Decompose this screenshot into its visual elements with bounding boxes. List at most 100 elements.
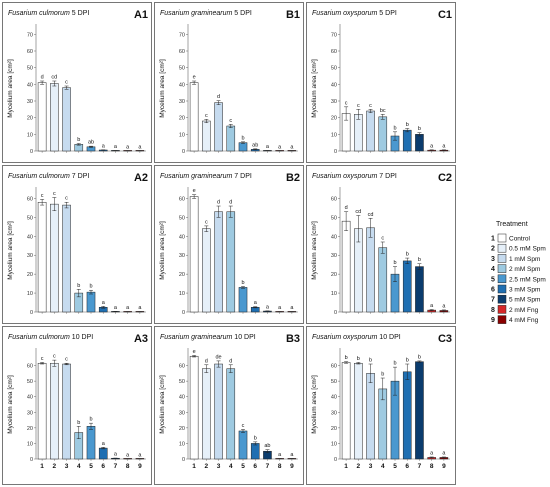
- y-tick-label-a1: 40: [27, 82, 33, 88]
- panel-species-c1: Fusarium oxysporum: [312, 10, 378, 17]
- sig-letter-a1-8: a: [126, 144, 130, 150]
- sig-letter-a3-5: b: [89, 417, 92, 423]
- y-tick-label-b3: 0: [182, 457, 185, 463]
- legend-label-3: 1 mM Spm: [509, 256, 540, 263]
- legend-swatch-5: [497, 274, 507, 284]
- sig-letter-c2-8: a: [430, 303, 434, 309]
- legend-swatch-6: [497, 284, 507, 294]
- legend-num-6: 6: [491, 287, 495, 294]
- sig-letter-b3-2: d: [205, 358, 208, 364]
- y-tick-label-b2: 30: [179, 253, 185, 259]
- y-axis-label-c2: Mycelium area [cm²]: [311, 221, 318, 280]
- x-tick-label-a3: 8: [126, 463, 130, 470]
- y-tick-label-c1: 0: [334, 149, 337, 155]
- panel-species-b3: Fusarium graminearum: [160, 334, 233, 341]
- y-tick-label-c1: 10: [331, 132, 337, 138]
- x-tick-label-b3: 4: [229, 463, 233, 470]
- sig-letter-a3-2: c: [53, 354, 56, 360]
- y-tick-label-a3: 40: [27, 395, 33, 401]
- sig-letter-c2-7: b: [418, 257, 421, 263]
- y-tick-label-a2: 10: [27, 291, 33, 297]
- sig-letter-b1-5: b: [241, 135, 244, 141]
- legend-swatch-2: [497, 243, 507, 253]
- sig-letter-c2-9: a: [442, 303, 446, 309]
- y-tick-label-b1: 20: [179, 116, 185, 122]
- panel-species-a1: Fusarium culmorum: [8, 10, 70, 17]
- y-tick-label-c1: 60: [331, 49, 337, 55]
- sig-letter-a2-9: a: [138, 305, 142, 311]
- bar-c2-4: [378, 247, 388, 313]
- y-tick-label-a3: 20: [27, 426, 33, 432]
- sig-letter-a3-8: a: [126, 452, 130, 458]
- panel-dpi-a3: 10 DPI: [70, 334, 93, 341]
- bar-b1-2: [202, 120, 211, 152]
- y-axis-label-b2: Mycelium area [cm²]: [159, 221, 166, 280]
- x-tick-label-a3: 5: [89, 463, 93, 470]
- x-tick-label-b3: 7: [266, 463, 270, 470]
- legend-label-7: 5 mM Spm: [509, 297, 540, 304]
- x-tick-label-b3: 2: [205, 463, 209, 470]
- y-tick-label-c2: 10: [331, 291, 337, 297]
- sig-letter-a2-7: a: [114, 305, 118, 311]
- sig-letter-c3-9: a: [442, 450, 446, 456]
- y-tick-label-c3: 10: [331, 441, 337, 447]
- x-tick-label-c3: 5: [393, 463, 397, 470]
- sig-letter-b3-1: e: [193, 349, 196, 355]
- sig-letter-b1-7: a: [266, 144, 270, 150]
- panel-title-c1: Fusarium oxysporum 5 DPI: [312, 10, 397, 17]
- sig-letter-b1-4: c: [229, 118, 232, 124]
- sig-letter-b3-9: a: [290, 452, 294, 458]
- x-tick-label-c3: 7: [418, 463, 422, 470]
- sig-letter-b2-1: e: [193, 188, 196, 194]
- y-axis-label-b3: Mycelium area [cm²]: [159, 375, 166, 434]
- panel-frame-a3: [2, 326, 152, 485]
- y-axis-label-a1: Mycelium area [cm²]: [7, 59, 14, 118]
- legend-label-8: 2 mM Fng: [509, 307, 539, 314]
- panel-dpi-a1: 5 DPI: [70, 10, 90, 17]
- bar-b2-2: [202, 228, 211, 313]
- y-tick-label-c3: 60: [331, 364, 337, 370]
- bar-b2-4: [226, 211, 236, 313]
- y-axis-label-c1: Mycelium area [cm²]: [311, 59, 318, 118]
- y-tick-label-a2: 30: [27, 253, 33, 259]
- sig-letter-a1-7: a: [114, 144, 118, 150]
- sig-letter-b1-8: a: [278, 144, 282, 150]
- panel-title-c2: Fusarium oxysporum 7 DPI: [312, 173, 397, 180]
- bar-c1-3: [366, 110, 375, 152]
- y-tick-label-b2: 0: [182, 310, 185, 316]
- legend-num-1: 1: [491, 236, 495, 243]
- bar-b1-3: [214, 102, 223, 152]
- y-tick-label-c2: 60: [331, 196, 337, 202]
- x-tick-label-a3: 4: [77, 463, 81, 470]
- panel-title-b3: Fusarium graminearum 10 DPI: [160, 334, 256, 341]
- x-tick-label-b3: 9: [290, 463, 294, 470]
- x-tick-label-a3: 1: [40, 463, 44, 470]
- sig-letter-c2-2: cd: [355, 209, 361, 215]
- y-tick-label-a1: 30: [27, 99, 33, 105]
- panel-dpi-b3: 10 DPI: [232, 334, 255, 341]
- panel-title-b2: Fusarium graminearum 7 DPI: [160, 173, 252, 180]
- sig-letter-a1-3: c: [65, 80, 68, 86]
- y-tick-label-c2: 20: [331, 272, 337, 278]
- sig-letter-c1-9: a: [442, 143, 446, 149]
- panel-species-a2: Fusarium culmorum: [8, 173, 70, 180]
- x-tick-label-c3: 2: [357, 463, 361, 470]
- panel-dpi-c1: 5 DPI: [377, 10, 397, 17]
- legend-label-4: 2 mM Spm: [509, 266, 540, 273]
- sig-letter-b2-7: a: [266, 304, 270, 310]
- sig-letter-b3-3: de: [215, 354, 221, 360]
- sig-letter-b2-2: c: [205, 219, 208, 225]
- bar-a3-1: [37, 362, 47, 460]
- bar-b3-3: [214, 363, 223, 460]
- y-tick-label-b1: 10: [179, 132, 185, 138]
- bar-b1-4: [226, 125, 236, 152]
- sig-letter-c1-5: b: [393, 125, 396, 131]
- y-tick-label-a1: 60: [27, 49, 33, 55]
- sig-letter-c3-8: a: [430, 450, 434, 456]
- x-tick-label-b3: 3: [217, 463, 221, 470]
- sig-letter-c2-4: c: [381, 235, 384, 241]
- sig-letter-b2-4: d: [229, 200, 232, 206]
- y-tick-label-a3: 0: [30, 457, 33, 463]
- legend-label-2: 0.5 mM Spm: [509, 246, 546, 253]
